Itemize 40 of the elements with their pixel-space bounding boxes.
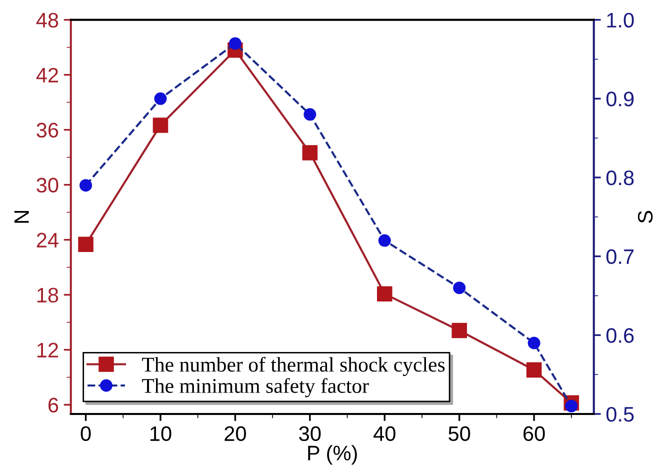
y-tick-label: 18 [37, 288, 58, 303]
y-tick-label: 30 [36, 178, 58, 193]
point [565, 400, 578, 412]
y2-tick-label: 1.0 [607, 12, 634, 28]
point [152, 118, 168, 133]
y-tick-label: 36 [36, 122, 58, 138]
point [228, 37, 242, 50]
x-tick-label: 50 [448, 426, 470, 442]
point [80, 179, 92, 192]
point [526, 362, 542, 378]
point [453, 282, 466, 294]
point [302, 145, 318, 160]
y-axis-title: N [14, 211, 29, 223]
x-tick-label: 60 [524, 426, 545, 442]
y-tick-label: 6 [48, 398, 58, 413]
y-tick-label: 24 [36, 232, 58, 248]
x-tick-label: 10 [150, 426, 172, 442]
y2-tick-label: 0.9 [606, 92, 634, 106]
x-tick-label: 20 [224, 426, 246, 442]
point [452, 322, 467, 338]
point [154, 92, 167, 105]
point [528, 336, 540, 350]
x-tick-label: 0 [80, 426, 91, 442]
y2-tick-label: 0.7 [606, 249, 634, 264]
point [304, 108, 316, 121]
point [376, 286, 392, 302]
y-tick-label: 42 [36, 68, 58, 82]
y2-tick-label: 0.6 [606, 328, 634, 343]
legend-label: The minimum safety factor [142, 378, 369, 398]
x-axis-title: P (%) [308, 445, 357, 465]
x-tick-label: 30 [299, 426, 321, 442]
x-tick-label: 40 [374, 426, 396, 442]
point [78, 236, 94, 252]
legend-label: The number of thermal shock cycles [142, 356, 445, 376]
y-tick-label: 48 [36, 12, 58, 28]
y2-tick-label: 0.5 [606, 406, 634, 422]
y2-axis-title: S [638, 210, 653, 223]
point [378, 234, 391, 247]
y2-tick-label: 0.8 [606, 170, 634, 186]
y-tick-label: 12 [37, 342, 58, 358]
